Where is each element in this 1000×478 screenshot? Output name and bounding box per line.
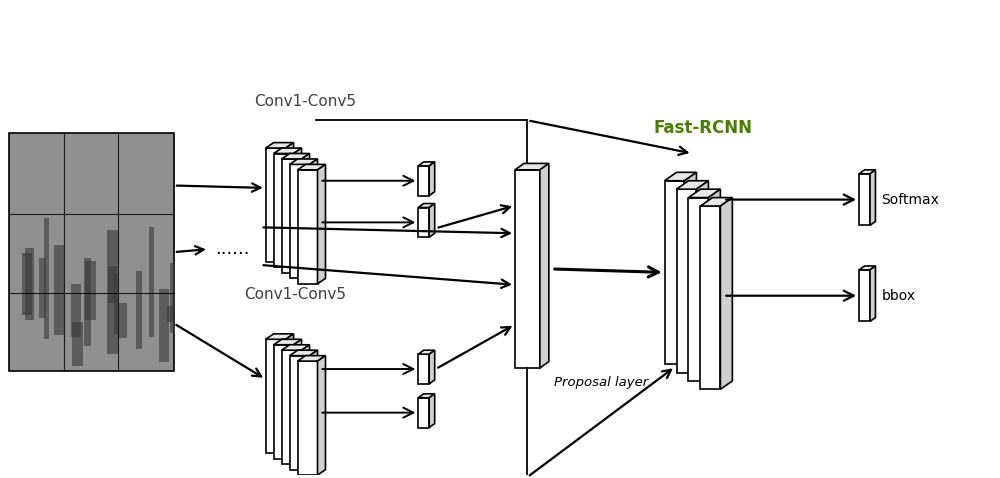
- Polygon shape: [282, 153, 310, 159]
- Polygon shape: [318, 356, 325, 475]
- Polygon shape: [515, 163, 549, 170]
- Polygon shape: [107, 229, 118, 354]
- Polygon shape: [418, 166, 429, 196]
- Polygon shape: [274, 339, 302, 345]
- Polygon shape: [429, 204, 435, 237]
- Polygon shape: [290, 159, 318, 164]
- Polygon shape: [84, 258, 91, 346]
- Polygon shape: [266, 142, 294, 148]
- Polygon shape: [266, 334, 294, 339]
- Polygon shape: [85, 261, 96, 320]
- Polygon shape: [418, 354, 429, 384]
- Polygon shape: [72, 322, 83, 366]
- Polygon shape: [665, 181, 684, 364]
- Polygon shape: [298, 164, 325, 170]
- Text: Fast-RCNN: Fast-RCNN: [654, 119, 753, 137]
- Polygon shape: [282, 350, 302, 464]
- Polygon shape: [290, 356, 310, 469]
- Polygon shape: [318, 164, 325, 284]
- Polygon shape: [859, 174, 870, 225]
- Text: Softmax: Softmax: [881, 193, 939, 206]
- Polygon shape: [870, 266, 875, 322]
- Polygon shape: [149, 228, 154, 337]
- Polygon shape: [266, 148, 286, 262]
- Polygon shape: [274, 153, 294, 268]
- Polygon shape: [688, 197, 708, 381]
- Polygon shape: [708, 189, 720, 381]
- Polygon shape: [700, 197, 732, 206]
- Polygon shape: [418, 394, 435, 398]
- Polygon shape: [418, 204, 435, 207]
- Polygon shape: [159, 289, 169, 361]
- Polygon shape: [720, 197, 732, 390]
- Polygon shape: [54, 245, 64, 336]
- Polygon shape: [696, 181, 708, 372]
- Polygon shape: [418, 350, 435, 354]
- Polygon shape: [170, 263, 175, 333]
- Polygon shape: [25, 248, 34, 320]
- Polygon shape: [310, 159, 318, 278]
- Text: ......: ......: [215, 240, 250, 258]
- Polygon shape: [859, 270, 870, 322]
- Polygon shape: [294, 339, 302, 459]
- Polygon shape: [274, 345, 294, 459]
- Polygon shape: [310, 350, 318, 469]
- Text: Conv1-Conv5: Conv1-Conv5: [255, 94, 357, 109]
- Polygon shape: [684, 173, 696, 364]
- Polygon shape: [282, 345, 310, 350]
- Polygon shape: [677, 181, 708, 189]
- Polygon shape: [39, 258, 46, 318]
- Polygon shape: [290, 164, 310, 278]
- Polygon shape: [870, 170, 875, 225]
- Polygon shape: [859, 170, 875, 174]
- Polygon shape: [302, 345, 310, 464]
- Polygon shape: [9, 133, 174, 371]
- Text: Conv1-Conv5: Conv1-Conv5: [245, 287, 347, 302]
- Polygon shape: [44, 218, 49, 339]
- Polygon shape: [429, 350, 435, 384]
- Polygon shape: [515, 170, 540, 368]
- Polygon shape: [266, 339, 286, 453]
- Polygon shape: [294, 148, 302, 268]
- Polygon shape: [688, 189, 720, 197]
- Polygon shape: [167, 306, 173, 322]
- Polygon shape: [71, 283, 81, 337]
- Polygon shape: [119, 304, 127, 337]
- Polygon shape: [286, 142, 294, 262]
- Polygon shape: [286, 334, 294, 453]
- Polygon shape: [290, 350, 318, 356]
- Polygon shape: [108, 266, 117, 303]
- Polygon shape: [282, 159, 302, 273]
- Text: bbox: bbox: [881, 289, 916, 303]
- Polygon shape: [418, 162, 435, 166]
- Polygon shape: [136, 271, 142, 348]
- Polygon shape: [298, 356, 325, 361]
- Polygon shape: [677, 189, 696, 372]
- Text: Proposal layer: Proposal layer: [554, 376, 648, 389]
- Polygon shape: [302, 153, 310, 273]
- Polygon shape: [114, 274, 118, 334]
- Polygon shape: [429, 162, 435, 196]
- Polygon shape: [859, 266, 875, 270]
- Polygon shape: [665, 173, 696, 181]
- Polygon shape: [298, 361, 318, 475]
- Polygon shape: [418, 207, 429, 237]
- Polygon shape: [274, 148, 302, 153]
- Polygon shape: [429, 394, 435, 427]
- Polygon shape: [298, 170, 318, 284]
- Polygon shape: [540, 163, 549, 368]
- Polygon shape: [418, 398, 429, 427]
- Polygon shape: [22, 253, 32, 315]
- Polygon shape: [700, 206, 720, 390]
